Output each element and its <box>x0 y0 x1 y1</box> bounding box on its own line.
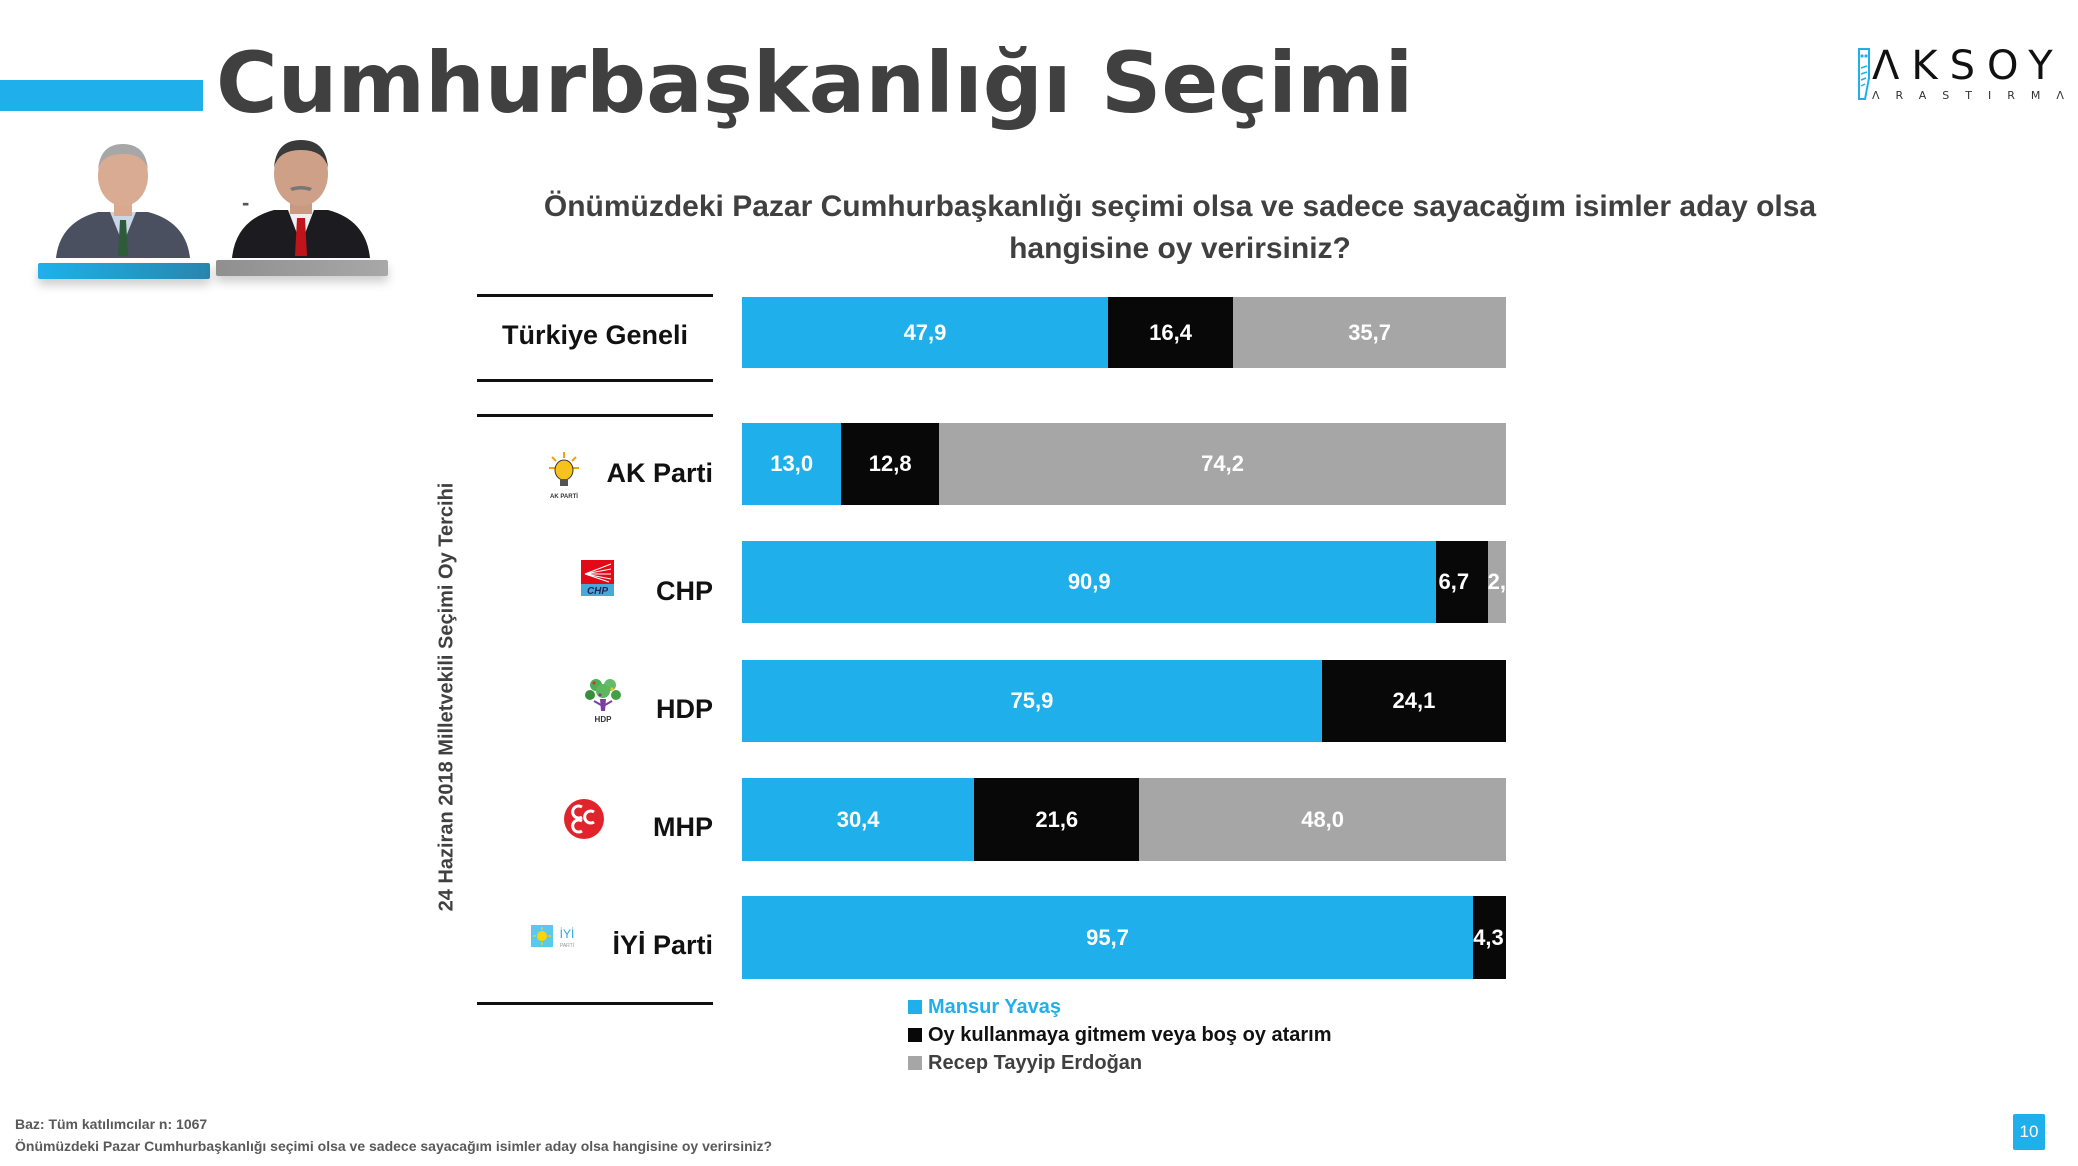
legend-swatch <box>908 1028 922 1042</box>
mansur-yavas-photo <box>56 144 190 258</box>
mhp-logo-icon <box>564 799 604 839</box>
erdogan-color-bar <box>216 260 388 276</box>
bar-chp: 90,9 6,7 2,4 <box>742 541 1506 623</box>
bar-ak-parti: 13,0 12,8 74,2 <box>742 423 1506 505</box>
segment-mansur-yavas: 30,4 <box>742 778 975 861</box>
legend-label: Mansur Yavaş <box>928 995 1062 1018</box>
hdp-logo-icon: HDP <box>585 679 621 724</box>
candidate-mansur-yavas <box>38 130 210 280</box>
divider-line <box>477 1002 713 1005</box>
iyi-parti-logo-icon: İYİ PARTİ <box>531 925 575 949</box>
bar-hdp: 75,9 24,1 <box>742 660 1506 742</box>
segment-erdogan: 35,7 <box>1233 297 1506 368</box>
segment-mansur-yavas: 75,9 <box>742 660 1322 742</box>
svg-text:AK PARTİ: AK PARTİ <box>550 493 578 500</box>
bar-turkiye-geneli: 47,9 16,4 35,7 <box>742 297 1506 368</box>
row-label-mhp: MHP <box>653 812 713 842</box>
bar-iyi-parti: 95,7 4,3 <box>742 896 1506 979</box>
segment-mansur-yavas: 95,7 <box>742 896 1474 979</box>
footnote: Baz: Tüm katılımcılar n: 1067 Önümüzdeki… <box>15 1113 772 1157</box>
segment-bos-oy: 6,7 <box>1436 541 1488 623</box>
svg-text:CHP: CHP <box>587 586 608 596</box>
divider-line <box>477 294 713 297</box>
segment-erdogan: 48,0 <box>1139 778 1506 861</box>
row-label-hdp: HDP <box>655 694 713 724</box>
segment-mansur-yavas: 47,9 <box>742 297 1108 368</box>
candidate-recep-tayyip-erdogan <box>216 130 388 280</box>
versus-separator: - <box>242 190 250 215</box>
row-label-turkiye-geneli: Türkiye Geneli <box>501 320 689 350</box>
svg-text:PARTİ: PARTİ <box>560 942 574 949</box>
segment-erdogan: 74,2 <box>939 423 1506 505</box>
legend-label: Oy kullanmaya gitmem veya boş oy atarım <box>928 1023 1332 1046</box>
erdogan-photo <box>232 140 370 258</box>
divider-line <box>477 414 713 417</box>
legend-swatch <box>908 1000 922 1014</box>
logo-brand: ΛKSOY <box>1872 43 2065 89</box>
segment-bos-oy: 12,8 <box>841 423 940 505</box>
logo-subtitle: ΛRASTIRMΛ <box>1872 89 2078 102</box>
segment-erdogan: 2,4 <box>1487 541 1506 623</box>
segment-bos-oy: 24,1 <box>1321 660 1506 742</box>
segment-mansur-yavas: 90,9 <box>742 541 1437 623</box>
divider-line <box>477 379 713 382</box>
svg-text:HDP: HDP <box>595 715 613 724</box>
legend-label: Recep Tayyip Erdoğan <box>928 1051 1143 1074</box>
segment-bos-oy: 4,3 <box>1473 896 1506 979</box>
segment-bos-oy: 16,4 <box>1107 297 1234 368</box>
segment-bos-oy: 21,6 <box>974 778 1140 861</box>
row-label-iyi-parti: İYİ Parti <box>612 930 713 960</box>
chp-logo-icon: CHP <box>581 560 614 596</box>
chart-question: Önümüzdeki Pazar Cumhurbaşkanlığı seçimi… <box>543 190 1817 265</box>
mansur-yavas-color-bar <box>38 263 210 279</box>
candidate-photos: - <box>38 130 398 280</box>
legend-item-erdogan: Recep Tayyip Erdoğan <box>908 1049 1332 1077</box>
chart-legend: Mansur Yavaş Oy kullanmaya gitmem veya b… <box>908 993 1332 1077</box>
aksoy-logo: ΛKSOY ΛRASTIRMΛ <box>1858 44 2064 104</box>
footnote-question: Önümüzdeki Pazar Cumhurbaşkanlığı seçimi… <box>15 1138 773 1154</box>
page-title: Cumhurbaşkanlığı Seçimi <box>216 34 1414 132</box>
legend-swatch <box>908 1056 922 1070</box>
y-axis-label: 24 Haziran 2018 Milletvekili Seçimi Oy T… <box>435 482 458 912</box>
bar-mhp: 30,4 21,6 48,0 <box>742 778 1506 861</box>
footnote-base: Baz: Tüm katılımcılar n: 1067 <box>15 1116 208 1132</box>
row-label-ak-parti: AK Parti <box>606 458 713 488</box>
svg-text:İYİ: İYİ <box>560 927 575 941</box>
legend-item-bos-oy: Oy kullanmaya gitmem veya boş oy atarım <box>908 1021 1332 1049</box>
page-number: 10 <box>2013 1114 2045 1150</box>
owl-icon <box>1858 48 1870 100</box>
ak-parti-logo-icon: AK PARTİ <box>549 452 579 500</box>
legend-item-mansur-yavas: Mansur Yavaş <box>908 993 1332 1021</box>
row-label-chp: CHP <box>655 576 713 606</box>
segment-mansur-yavas: 13,0 <box>742 423 842 505</box>
title-accent-bar <box>0 80 203 111</box>
